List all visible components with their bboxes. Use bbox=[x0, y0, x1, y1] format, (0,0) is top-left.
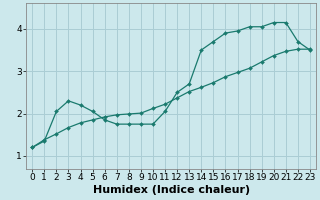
X-axis label: Humidex (Indice chaleur): Humidex (Indice chaleur) bbox=[92, 185, 250, 195]
